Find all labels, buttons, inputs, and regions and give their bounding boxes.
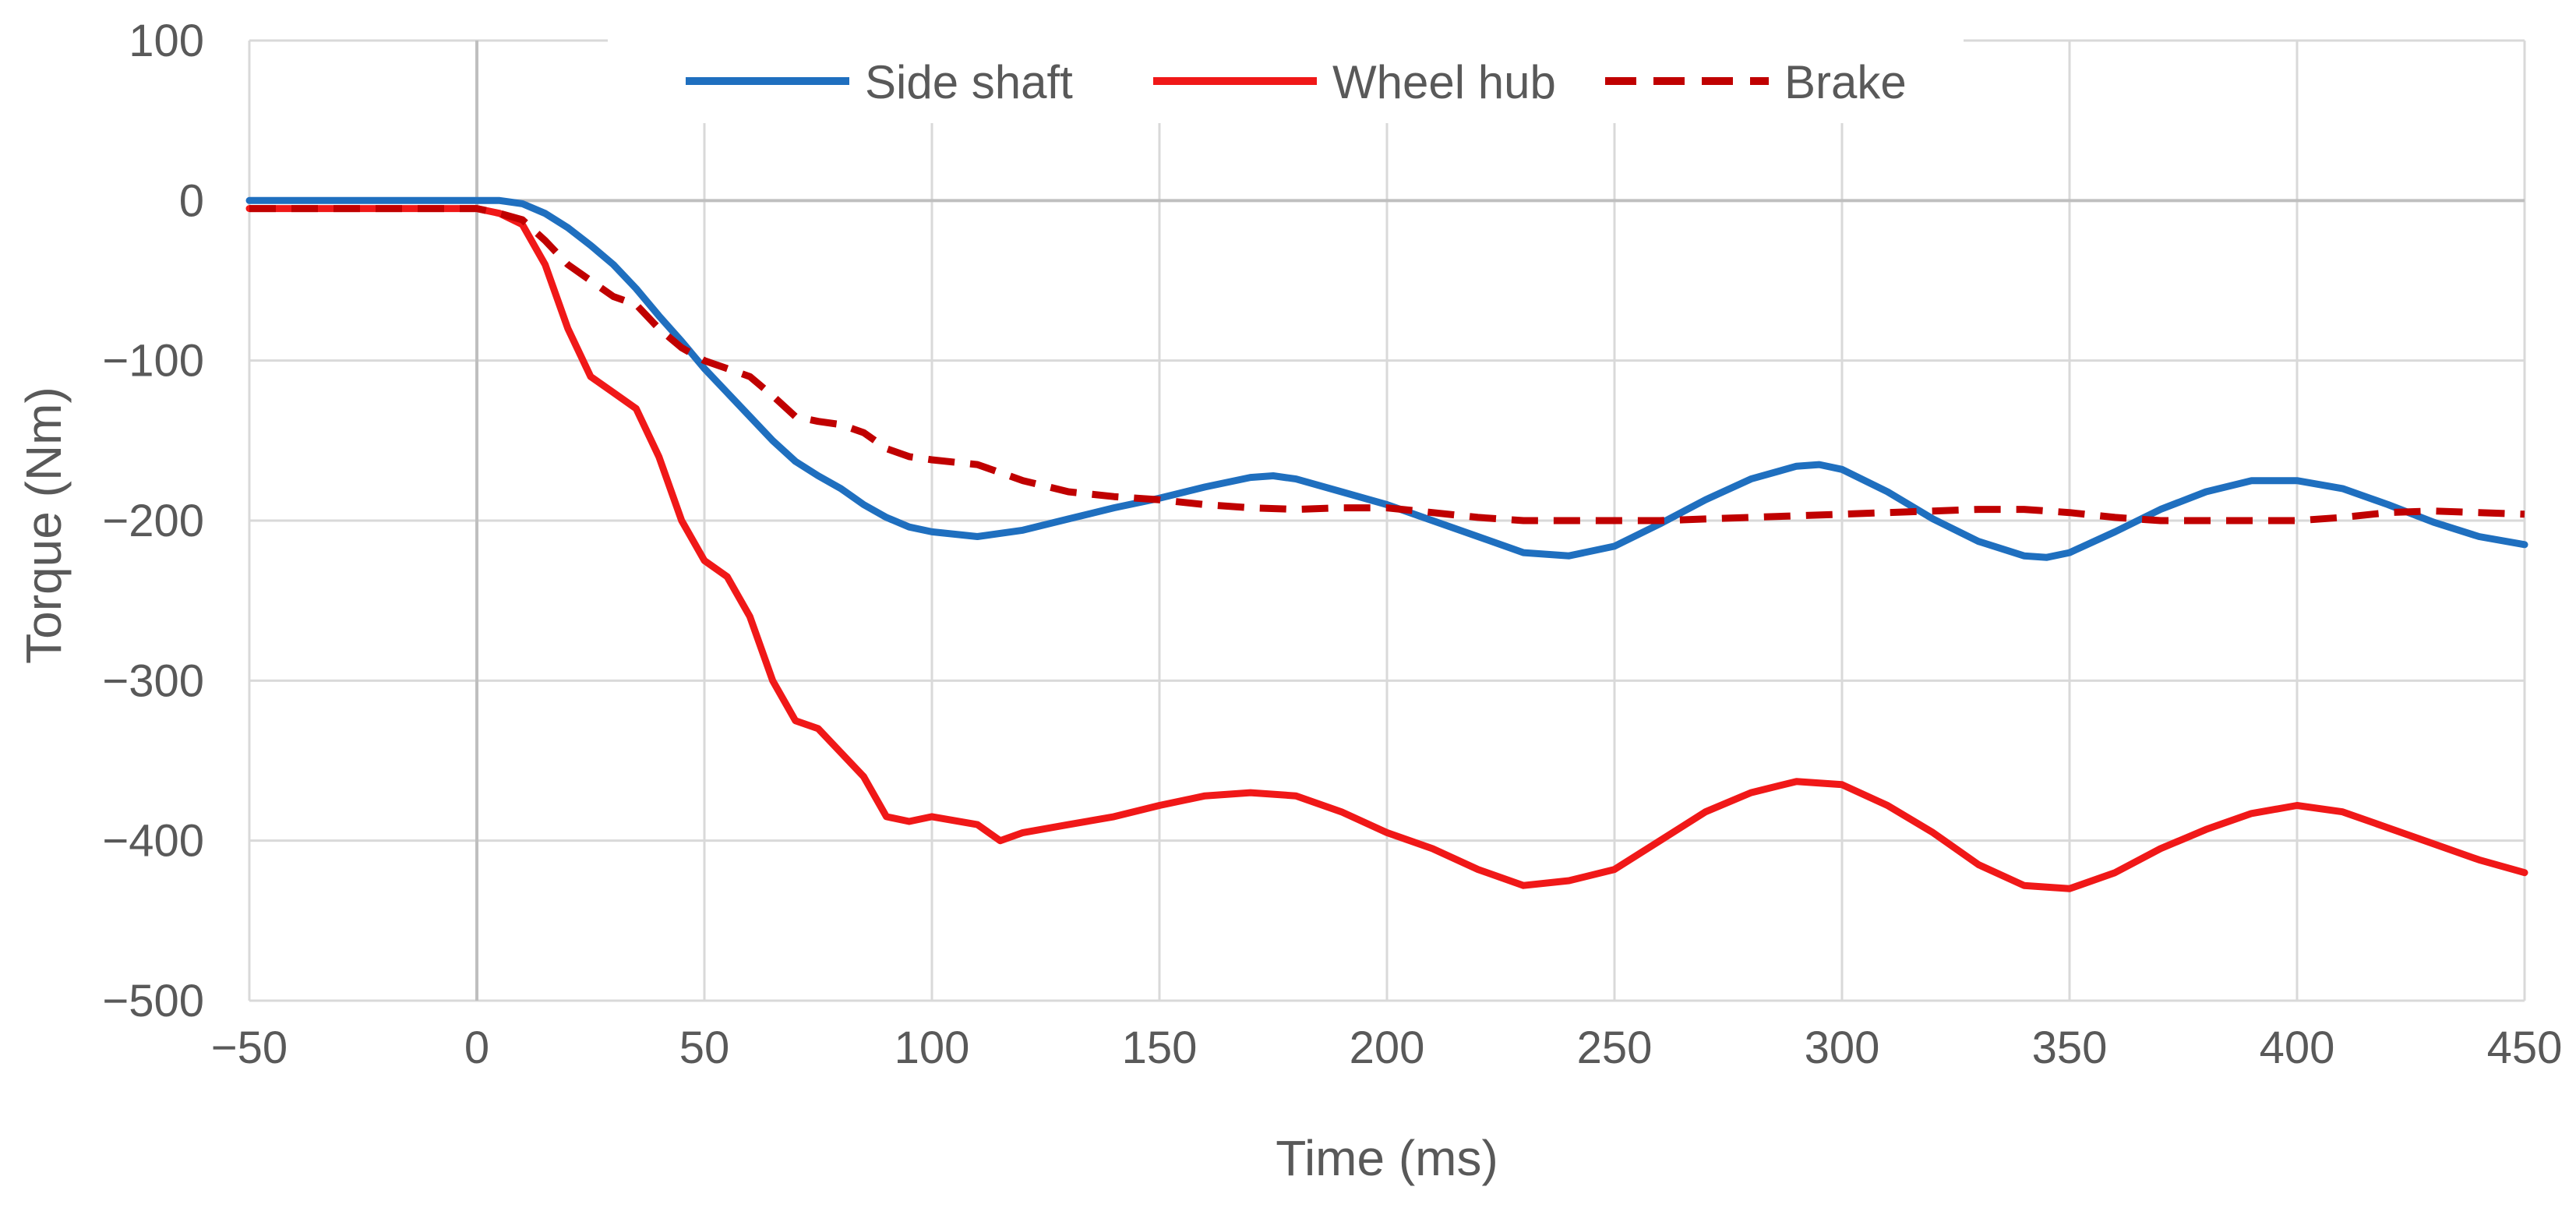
x-tick-label: 350 (2032, 1023, 2108, 1073)
series-line-side-shaft (245, 196, 2528, 561)
y-axis-title: Torque (Nm) (16, 387, 72, 664)
x-tick-label: −50 (211, 1023, 288, 1073)
x-tick-label: 150 (1122, 1023, 1198, 1073)
y-tick-label: 0 (179, 175, 204, 226)
y-tick-label: −400 (102, 816, 204, 867)
x-tick-label: 450 (2487, 1023, 2563, 1073)
legend-label: Brake (1784, 56, 1907, 108)
y-tick-label: −100 (102, 336, 204, 387)
x-tick-label: 400 (2260, 1023, 2335, 1073)
x-tick-label: 300 (1805, 1023, 1880, 1073)
series-line-brake (249, 205, 2525, 524)
tick-labels: −50 0 50 100 150 200 250 300 350 400 4501000−100−2… (102, 16, 2562, 1073)
legend-label: Wheel hub (1332, 56, 1556, 108)
x-tick-label: 0 (464, 1023, 489, 1073)
legend-label: Side shaft (865, 56, 1073, 108)
series-line-wheel-hub (245, 205, 2528, 892)
y-tick-label: −200 (102, 496, 204, 546)
y-tick-label: 100 (129, 16, 204, 66)
x-tick-label: 100 (895, 1023, 970, 1073)
x-tick-label: 50 (679, 1023, 730, 1073)
grid (248, 39, 2526, 1002)
x-tick-label: 200 (1350, 1023, 1425, 1073)
series (245, 196, 2528, 892)
legend: Side shaft Wheel hub Brake (608, 37, 1964, 123)
x-axis-title: Time (ms) (1276, 1130, 1498, 1186)
y-tick-label: −500 (102, 976, 204, 1026)
x-tick-label: 250 (1577, 1023, 1653, 1073)
y-tick-label: −300 (102, 655, 204, 706)
